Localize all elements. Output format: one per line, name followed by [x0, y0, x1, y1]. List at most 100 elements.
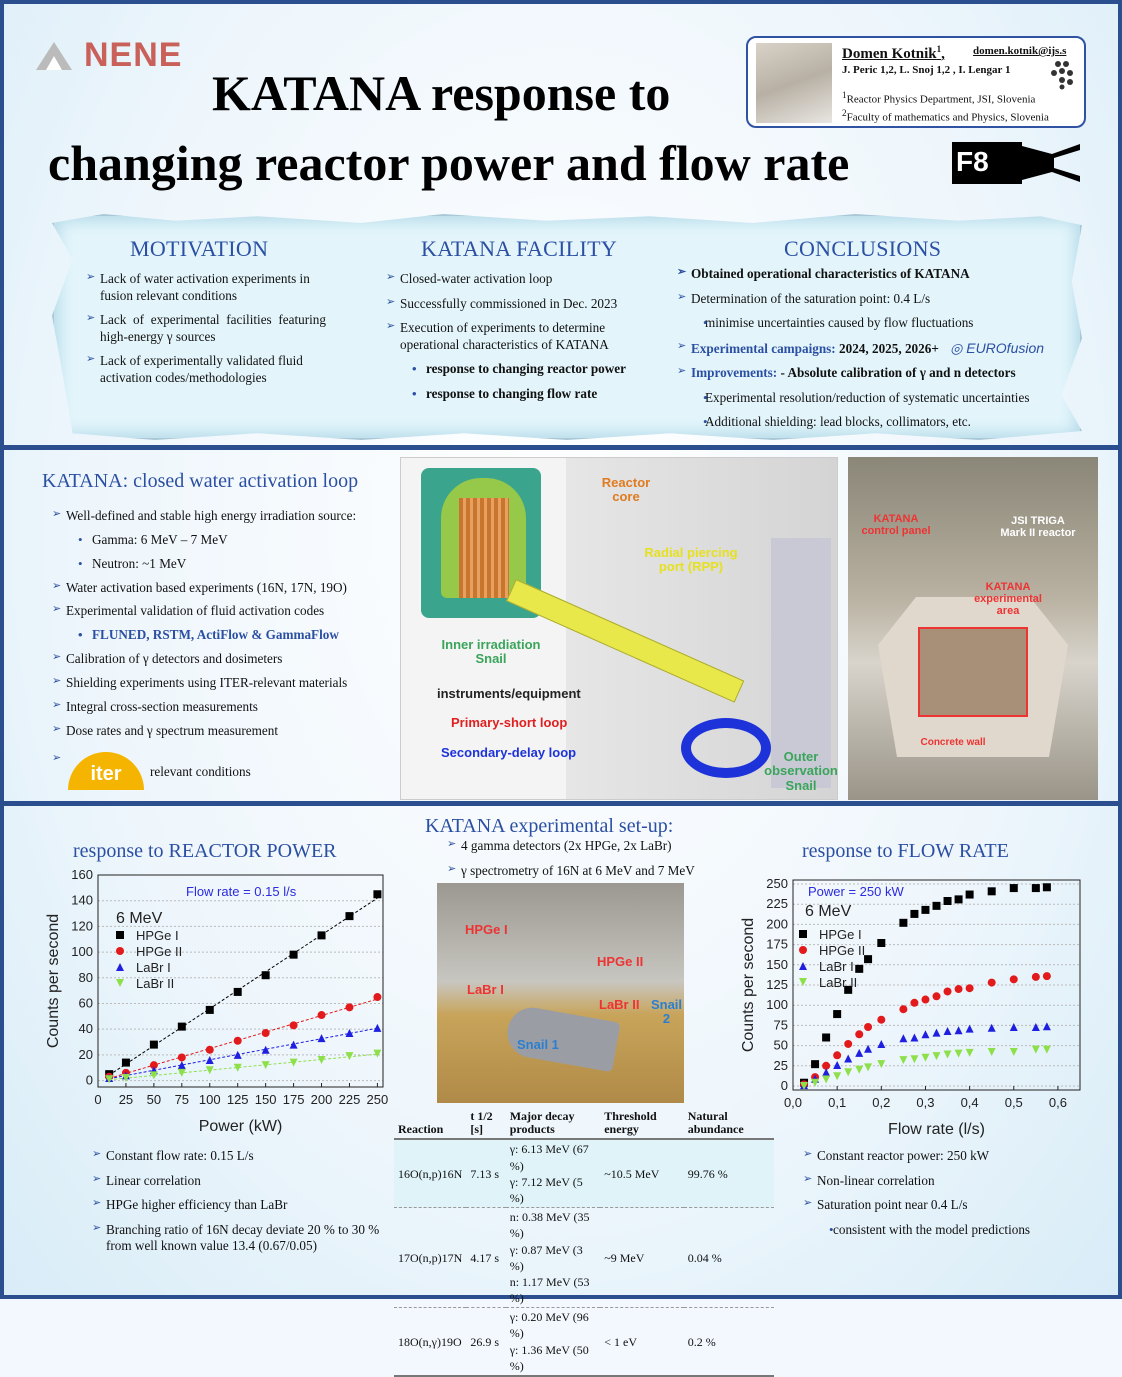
data-point [345, 912, 354, 921]
data-point [954, 1026, 963, 1035]
loop-item: Shielding experiments using ITER-relevan… [52, 675, 402, 691]
data-point [822, 1075, 831, 1084]
data-point [149, 1040, 158, 1049]
data-point [177, 1022, 186, 1031]
nene-logo-text: NENE [84, 36, 183, 74]
data-point [822, 1068, 831, 1077]
data-point [855, 964, 864, 973]
data-point [864, 1063, 873, 1072]
data-point [864, 955, 873, 964]
data-point [1031, 972, 1040, 981]
data-point [965, 984, 974, 993]
table-cell: ~9 MeV [600, 1207, 684, 1309]
data-point [177, 1053, 186, 1062]
data-point [373, 993, 382, 1002]
data-point [289, 1058, 298, 1067]
motivation-title: MOTIVATION [130, 236, 269, 261]
y-tick-label: 60 [79, 995, 93, 1010]
data-point [261, 1045, 270, 1054]
power-conclusions: Constant flow rate: 0.15 L/s Linear corr… [92, 1148, 382, 1263]
data-point [921, 995, 930, 1004]
label-rpp: Radial piercing port (RPP) [644, 545, 738, 575]
data-point [105, 1075, 114, 1084]
nene-logo: NENE [34, 36, 182, 75]
data-point [864, 1023, 873, 1031]
label-snail-1: Snail 1 [517, 1037, 559, 1052]
x-tick-label: 225 [339, 1092, 361, 1107]
flow-item: Saturation point near 0.4 L/s [803, 1197, 1093, 1214]
facility-subitem: response to changing reactor power [386, 361, 662, 378]
x-tick-label: 175 [283, 1092, 305, 1107]
conclusion-item: Experimental campaigns: 2024, 2025, 2026… [677, 340, 1077, 358]
author-email[interactable]: domen.kotnik@ijs.s [973, 45, 1067, 57]
data-point [833, 1072, 842, 1081]
plot-frame [792, 879, 1081, 1091]
fit-line [108, 897, 378, 1076]
data-point [844, 1068, 853, 1077]
data-point [345, 1029, 354, 1038]
data-point [1009, 975, 1018, 984]
motivation-item: Lack of water activation experiments in … [86, 271, 326, 304]
table-header: Natural abundance [683, 1108, 774, 1141]
data-point [877, 1015, 886, 1024]
power-item: Constant flow rate: 0.15 L/s [92, 1148, 382, 1165]
table-cell: ~10.5 MeV [600, 1139, 684, 1209]
data-point [965, 890, 974, 899]
flow-item: Constant reactor power: 250 kW [803, 1148, 1093, 1165]
data-point [844, 985, 853, 994]
data-point [116, 979, 124, 987]
table-cell: γ: 0.20 MeV (96 %) γ: 1.36 MeV (50 %) [505, 1307, 601, 1377]
iter-logo: iter [68, 752, 144, 791]
power-item: Branching ratio of 16N decay deviate 20 … [92, 1222, 382, 1255]
data-point [233, 987, 242, 996]
data-point [373, 890, 382, 899]
reaction-table: Reaction t 1/2 [s] Major decay products Thr… [394, 1108, 774, 1377]
y-tick-label: 250 [766, 876, 788, 891]
y-tick-label: 75 [774, 1017, 788, 1032]
x-tick-label: 75 [175, 1092, 189, 1107]
data-point [289, 1021, 298, 1030]
chart-annotation: Flow rate = 0.15 l/s [186, 884, 297, 899]
data-point [116, 931, 124, 939]
setup-list: 4 gamma detectors (2x HPGe, 2x LaBr) γ s… [447, 838, 747, 887]
table-cell: 26.9 s [466, 1307, 506, 1377]
data-point [149, 1071, 158, 1080]
data-point [121, 1058, 130, 1067]
data-point [261, 1029, 270, 1038]
data-point [289, 1040, 298, 1049]
data-point [1042, 1045, 1051, 1054]
data-point [289, 950, 298, 959]
power-item: Linear correlation [92, 1173, 382, 1190]
table-cell: n: 0.38 MeV (35 %) γ: 0.87 MeV (3 %) n: … [505, 1207, 601, 1309]
data-point [799, 978, 807, 986]
legend-entry: LaBr II [819, 975, 857, 990]
data-point [833, 1010, 842, 1019]
data-point [899, 1056, 908, 1065]
data-point [317, 1034, 326, 1043]
data-point [799, 946, 807, 954]
data-point [932, 992, 941, 1001]
eurofusion-logo: ◎ EUROfusion [950, 339, 1045, 356]
table-cell: 18O(n,γ)19O [394, 1307, 467, 1377]
data-point [910, 1055, 919, 1064]
y-axis-label: Counts per second [740, 918, 757, 1052]
legend-entry: LaBr I [819, 959, 854, 974]
data-point [954, 895, 963, 904]
y-tick-label: 25 [774, 1058, 788, 1073]
label-hpge-1: HPGe I [465, 922, 508, 937]
data-point [799, 962, 807, 970]
data-point [965, 1024, 974, 1033]
data-point [345, 1003, 354, 1012]
data-point [1009, 1048, 1018, 1057]
label-secondary-loop: Secondary-delay loop [441, 745, 577, 760]
x-tick-label: 0,3 [916, 1095, 934, 1110]
data-point [1009, 884, 1018, 893]
data-point [799, 930, 807, 938]
data-point [921, 905, 930, 914]
loop-item: Calibration of γ detectors and dosimeter… [52, 651, 402, 667]
facility-item: Successfully commissioned in Dec. 2023 [386, 296, 662, 313]
data-point [345, 1052, 354, 1061]
title-line2: changing reactor power and flow rate [48, 135, 850, 191]
fit-line [109, 1027, 378, 1080]
flow-conclusions: Constant reactor power: 250 kW Non-linea… [803, 1148, 1093, 1246]
